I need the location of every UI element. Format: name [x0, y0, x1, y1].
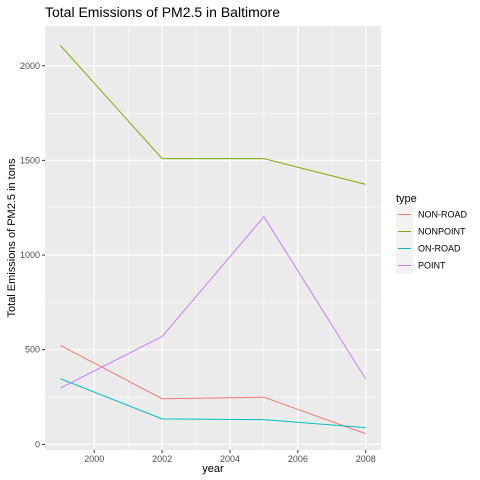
legend-label-nonpoint: NONPOINT	[418, 227, 466, 237]
major-gridlines	[45, 26, 381, 450]
series-line-point	[60, 215, 367, 389]
series-lines	[59, 45, 367, 435]
chart-title: Total Emissions of PM2.5 in Baltimore	[45, 4, 280, 20]
y-axis: 0 500 1000 1500 2000	[20, 61, 45, 449]
legend-label-on-road: ON-ROAD	[418, 244, 461, 254]
series-line-nonpoint	[59, 45, 366, 185]
x-tick-label: 2004	[220, 454, 240, 464]
x-axis: 2000 2002 2004 2006 2008	[84, 450, 376, 464]
x-axis-label: year	[202, 463, 224, 475]
x-tick-label: 2002	[152, 454, 172, 464]
legend-title: type	[396, 193, 417, 205]
y-tick-label: 0	[35, 439, 40, 449]
legend-label-non-road: NON-ROAD	[418, 210, 467, 220]
series-line-non-road	[60, 344, 366, 435]
y-tick-label: 500	[25, 345, 40, 355]
plot-panel	[45, 26, 381, 450]
x-tick-label: 2000	[84, 454, 104, 464]
legend: type NON-ROAD NONPOINT ON-ROAD POINT	[396, 193, 467, 274]
minor-gridlines	[45, 26, 381, 450]
y-axis-label: Total Emissions of PM2.5 in tons	[6, 158, 18, 317]
x-tick-label: 2008	[356, 454, 376, 464]
series-line-on-road	[60, 378, 366, 429]
y-tick-label: 1000	[20, 250, 40, 260]
legend-label-point: POINT	[418, 261, 446, 271]
y-tick-label: 2000	[20, 61, 40, 71]
x-tick-label: 2006	[288, 454, 308, 464]
y-tick-label: 1500	[20, 155, 40, 165]
